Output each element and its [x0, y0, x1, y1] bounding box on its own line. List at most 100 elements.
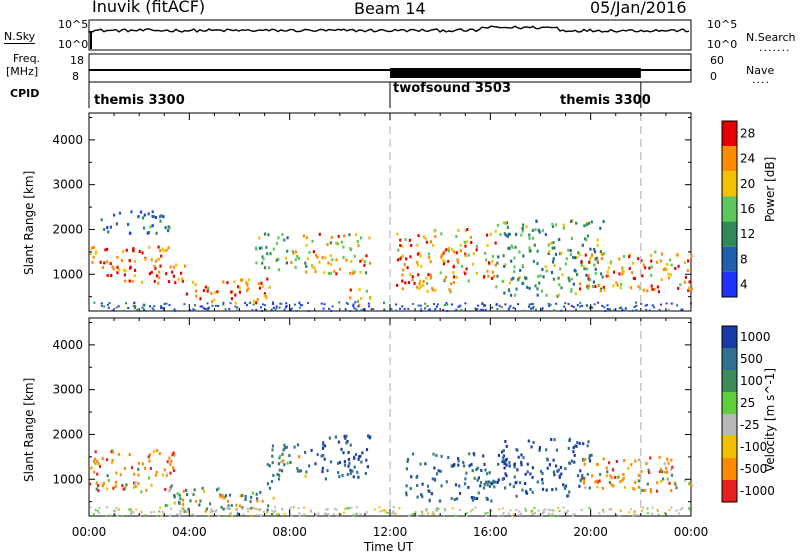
- data-cell: [106, 274, 109, 277]
- data-cell: [367, 302, 370, 305]
- data-cell: [585, 223, 588, 227]
- data-cell: [430, 492, 433, 496]
- data-cell: [364, 271, 368, 275]
- data-cell: [490, 509, 493, 512]
- data-cell: [186, 493, 189, 496]
- nave-point: [163, 69, 165, 71]
- data-cell: [673, 481, 676, 485]
- data-cell: [618, 257, 621, 261]
- data-cell: [176, 513, 179, 516]
- data-cell: [137, 473, 140, 477]
- data-cell: [483, 482, 486, 486]
- data-cell: [177, 277, 180, 281]
- data-cell: [677, 264, 680, 268]
- data-cell: [650, 284, 653, 288]
- data-cell: [163, 302, 166, 305]
- data-cell: [596, 463, 599, 467]
- data-cell: [132, 305, 135, 308]
- data-cell: [529, 488, 532, 491]
- data-cell: [525, 491, 528, 495]
- data-cell: [150, 511, 152, 514]
- data-cell: [211, 509, 214, 512]
- data-cell: [489, 481, 492, 485]
- data-cell: [428, 308, 431, 311]
- data-cell: [550, 271, 554, 274]
- data-cell: [174, 310, 176, 313]
- data-cell: [541, 481, 544, 485]
- data-cell: [642, 288, 645, 292]
- data-cell: [122, 250, 125, 254]
- data-cell: [568, 279, 571, 283]
- data-cell: [359, 270, 362, 274]
- data-cell: [656, 481, 659, 485]
- data-cell: [224, 308, 227, 311]
- data-cell: [193, 309, 196, 312]
- nave-point: [328, 69, 330, 71]
- data-cell: [286, 249, 289, 253]
- data-cell: [140, 510, 143, 513]
- data-cell: [210, 508, 213, 511]
- data-cell: [528, 303, 531, 306]
- data-cell: [366, 465, 369, 469]
- data-cell: [148, 453, 152, 457]
- data-cell: [266, 511, 269, 514]
- data-cell: [414, 511, 417, 514]
- data-cell: [484, 512, 487, 515]
- data-cell: [438, 499, 442, 503]
- data-cell: [157, 245, 160, 249]
- data-cell: [463, 482, 467, 486]
- data-cell: [202, 289, 205, 293]
- data-cell: [351, 272, 355, 275]
- data-cell: [650, 265, 653, 269]
- data-cell: [588, 459, 592, 463]
- data-cell: [580, 260, 583, 264]
- data-cell: [468, 452, 471, 456]
- data-cell: [326, 513, 328, 516]
- data-cell: [594, 267, 597, 271]
- data-cell: [687, 289, 690, 292]
- data-cell: [472, 452, 475, 456]
- data-cell: [96, 472, 99, 476]
- data-cell: [358, 288, 361, 292]
- data-cell: [330, 235, 333, 239]
- data-cell: [263, 294, 266, 298]
- data-cell: [555, 302, 558, 305]
- data-cell: [518, 276, 521, 279]
- data-cell: [674, 267, 677, 270]
- data-cell: [272, 247, 275, 251]
- data-cell: [285, 261, 288, 265]
- nave-point: [318, 69, 320, 71]
- data-cell: [407, 515, 410, 518]
- data-cell: [265, 308, 267, 311]
- data-cell: [89, 506, 92, 509]
- data-cell: [222, 507, 225, 511]
- data-cell: [594, 285, 597, 288]
- data-cell: [139, 210, 143, 214]
- data-cell: [431, 512, 434, 515]
- data-cell: [570, 288, 573, 292]
- data-cell: [202, 307, 205, 310]
- data-cell: [365, 448, 369, 452]
- data-cell: [117, 305, 120, 308]
- data-cell: [528, 236, 531, 240]
- data-cell: [416, 243, 419, 247]
- data-cell: [606, 308, 609, 310]
- data-cell: [256, 497, 259, 501]
- nave-point: [223, 69, 225, 71]
- data-cell: [407, 281, 410, 285]
- data-cell: [457, 228, 460, 232]
- data-cell: [501, 477, 504, 481]
- data-cell: [157, 281, 160, 285]
- data-cell: [452, 265, 455, 269]
- data-cell: [294, 265, 297, 269]
- colorbar-tick-label: 25: [740, 396, 755, 410]
- data-cell: [262, 257, 265, 261]
- data-cell: [153, 450, 156, 454]
- data-cell: [633, 277, 636, 281]
- data-cell: [473, 476, 476, 480]
- data-cell: [526, 462, 529, 466]
- data-cell: [585, 267, 589, 271]
- data-cell: [447, 456, 450, 459]
- data-cell: [416, 261, 419, 264]
- data-cell: [164, 226, 167, 230]
